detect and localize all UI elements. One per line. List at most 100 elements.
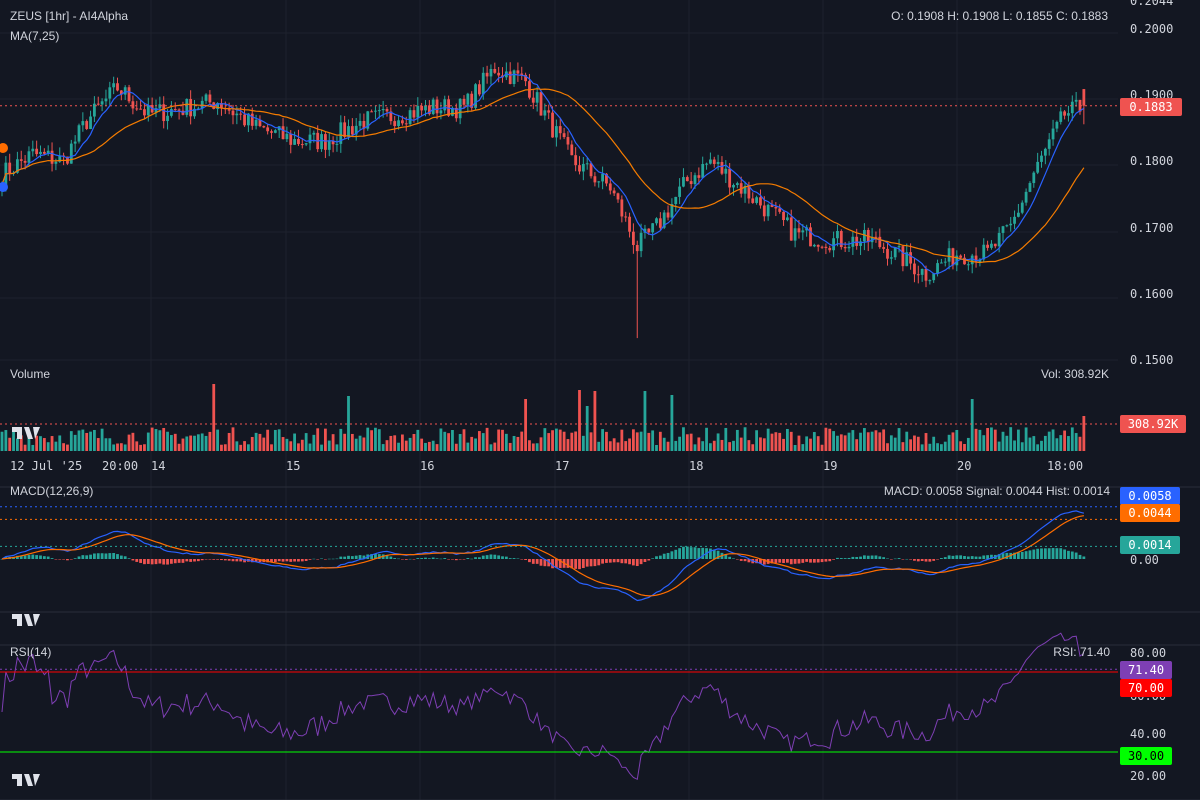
volume-bar <box>913 435 916 451</box>
volume-bar <box>597 441 601 451</box>
macd-hist-bar <box>812 559 816 563</box>
signal-tag-text: 0.0044 <box>1128 506 1171 520</box>
candle-body <box>216 103 219 109</box>
macd-hist-bar <box>431 557 435 559</box>
candle-body <box>743 185 747 194</box>
candle-body <box>620 199 624 217</box>
macd-hist-bar <box>173 559 177 564</box>
candle-body <box>258 119 262 127</box>
candle-body <box>1055 121 1059 129</box>
candle-body <box>1043 148 1047 156</box>
macd-hist-bar <box>127 558 131 559</box>
candle-body <box>93 103 96 117</box>
macd-hist-bar <box>662 553 666 559</box>
candle-body <box>816 244 820 247</box>
volume-bar <box>23 444 27 451</box>
candle-body <box>208 94 212 103</box>
candle-body <box>1036 161 1040 173</box>
macd-hist-bar <box>909 559 912 560</box>
candle-body <box>431 99 435 115</box>
macd-hist-bar <box>940 558 943 559</box>
volume-bar <box>859 432 862 451</box>
chart-title: ZEUS [1hr] - AI4Alpha <box>10 9 128 23</box>
macd-hist-bar <box>312 558 316 560</box>
volume-bar <box>273 429 277 451</box>
macd-hist-bar <box>327 558 331 560</box>
candle-body <box>123 87 127 95</box>
macd-hist-bar <box>843 558 847 559</box>
macd-hist-bar <box>300 559 304 562</box>
macd-hist-bar <box>832 559 835 560</box>
macd-hist-bar <box>166 559 169 565</box>
macd-hist-bar <box>93 553 96 559</box>
volume-bar <box>562 431 566 451</box>
macd-hist-bar <box>335 558 339 560</box>
macd-hist-bar <box>131 559 135 561</box>
macd-hist-bar <box>116 554 119 559</box>
candle-body <box>23 160 27 163</box>
volume-bar <box>531 443 535 451</box>
candle-body <box>778 208 782 212</box>
volume-bar <box>928 443 932 451</box>
volume-bar <box>1043 435 1047 451</box>
volume-bar <box>632 429 635 451</box>
volume-bar <box>558 429 562 451</box>
price-tick: 0.1700 <box>1130 221 1173 235</box>
macd-hist-bar <box>874 555 878 559</box>
indicator-lines <box>1 72 1085 781</box>
volume-bar <box>955 429 959 451</box>
candle-body <box>535 92 539 103</box>
volume-bar <box>720 439 724 451</box>
candle-body <box>1001 226 1005 233</box>
candle-body <box>127 87 131 102</box>
volume-bar <box>489 444 493 451</box>
volume-bar <box>401 434 404 451</box>
candle-body <box>940 262 943 264</box>
candle-body <box>285 133 289 140</box>
macd-hist-bar <box>50 558 54 559</box>
candle-body <box>543 110 547 116</box>
volume-bar <box>947 434 951 451</box>
volume-bar <box>331 434 335 451</box>
macd-hist-bar <box>747 559 751 563</box>
candle-body <box>1082 89 1086 106</box>
volume-bar <box>289 441 293 451</box>
macd-hist-bar <box>1013 552 1016 559</box>
volume-bar <box>193 435 196 451</box>
candle-body <box>416 105 420 118</box>
volume-bar <box>81 429 85 451</box>
macd-hist-bar <box>828 559 832 562</box>
volume-bar <box>497 429 501 451</box>
volume-bar <box>170 435 173 451</box>
candle-body <box>154 108 158 113</box>
candle-body <box>751 198 755 203</box>
volume-bar <box>1009 427 1013 451</box>
candle-body <box>300 144 304 146</box>
macd-hist-bar <box>889 559 893 560</box>
macd-hist-bar <box>447 559 450 560</box>
volume-bar <box>1078 436 1082 451</box>
volume-bar <box>293 433 296 451</box>
macd-hist-bar <box>385 555 389 559</box>
macd-hist-bar <box>966 556 970 559</box>
macd-hist-bar <box>408 558 412 560</box>
candle-body <box>774 207 778 209</box>
macd-hist-bar <box>666 552 670 559</box>
volume-bar <box>705 427 708 451</box>
candle-body <box>597 181 601 183</box>
macd-hist-bar <box>882 557 886 559</box>
macd-hist-bar <box>281 559 285 562</box>
candle-body <box>970 255 974 265</box>
macd-hist-bar <box>624 559 628 564</box>
macd-hist-bar <box>177 559 181 563</box>
volume-bar <box>886 443 889 451</box>
macd-hist-bar <box>593 559 597 567</box>
macd-hist-bar <box>235 559 239 562</box>
macd-hist-bar <box>581 559 585 569</box>
volume-bar <box>327 440 331 451</box>
macd-hist-bar <box>489 554 493 559</box>
candle-body <box>578 165 581 172</box>
candle-body <box>709 159 712 164</box>
volume-bar <box>789 431 793 451</box>
